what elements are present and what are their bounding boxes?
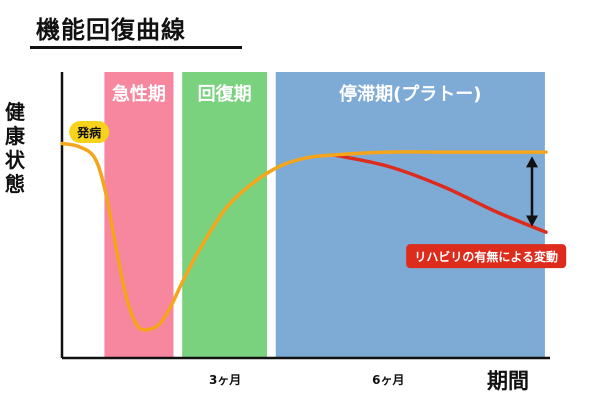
series-line-decline	[332, 153, 548, 234]
phase-band-2	[182, 72, 268, 358]
phase-label-1: 急性期	[112, 83, 166, 105]
x-tick-label: 6ヶ月	[372, 373, 404, 387]
variation-arrow-head-up	[526, 156, 538, 168]
rehab-variation-label: リハビリの有無による変動	[414, 249, 558, 264]
phase-label-2: 回復期	[198, 83, 252, 105]
onset-label: 発病	[76, 125, 101, 140]
phase-band-1	[104, 72, 174, 358]
variation-arrow-head-down	[526, 215, 538, 227]
onset-badge	[69, 121, 110, 144]
x-tick-label: 3ヶ月	[209, 373, 241, 387]
y-axis-label-char: 態	[5, 172, 25, 196]
y-axis-label-char: 康	[5, 124, 25, 148]
title-underline	[30, 46, 242, 49]
y-axis-label: 健康状態	[2, 100, 28, 196]
rehab-variation-badge	[406, 244, 567, 269]
series-line-recovery	[60, 141, 548, 332]
phase-label-3: 停滞期(プラトー)	[339, 83, 481, 105]
y-axis-label-char: 健	[5, 100, 25, 124]
x-axis-label: 期間	[487, 369, 529, 393]
y-axis-label-char: 状	[5, 148, 25, 172]
page-title: 機能回復曲線	[36, 16, 186, 44]
